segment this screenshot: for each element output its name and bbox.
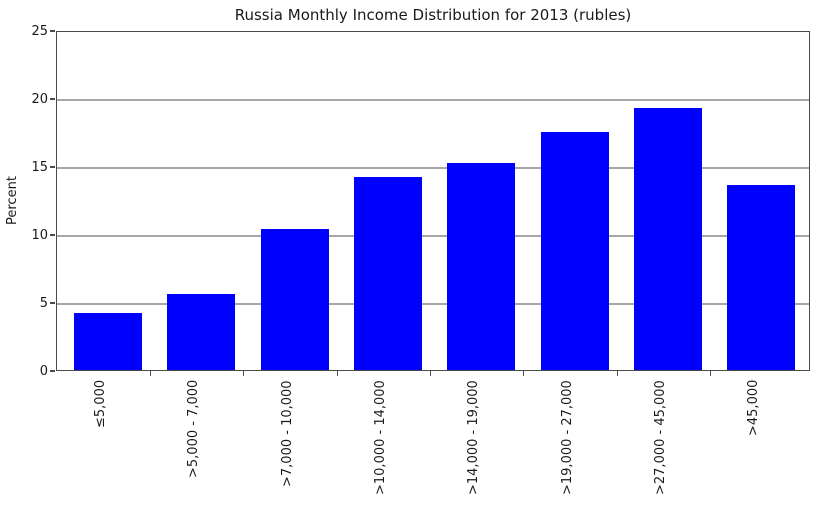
x-tick-label-6: >27,000 - 45,000: [652, 380, 668, 495]
y-tick-mark-0: [50, 370, 55, 372]
y-tick-mark-20: [50, 98, 55, 100]
bar-3: [353, 176, 422, 370]
x-tick-mark-1: [243, 371, 245, 376]
y-tick-label-25: 25: [31, 23, 48, 39]
x-tick-label-2: >7,000 - 10,000: [279, 380, 295, 487]
x-tick-mark-2: [336, 371, 338, 376]
bar-2: [260, 228, 329, 370]
bar-7: [727, 185, 796, 370]
y-tick-mark-5: [50, 302, 55, 304]
x-tick-mark-3: [429, 371, 432, 376]
y-tick-label-5: 5: [39, 295, 48, 311]
bar-5: [540, 132, 609, 370]
x-tick-mark-0: [150, 371, 152, 376]
plot-area: [56, 31, 810, 371]
bar-0: [74, 312, 142, 370]
y-tick-label-10: 10: [31, 227, 48, 243]
x-tick-mark-4: [523, 371, 525, 376]
bar-4: [447, 163, 516, 370]
x-tick-mark-6: [709, 371, 711, 376]
y-tick-mark-25: [50, 30, 55, 32]
x-tick-label-3: >10,000 - 14,000: [372, 380, 388, 495]
y-tick-label-20: 20: [31, 91, 48, 107]
gridline-20: [57, 99, 809, 101]
x-tick-label-0: ≤5,000: [93, 380, 108, 429]
y-tick-label-15: 15: [31, 159, 48, 175]
y-tick-label-0: 0: [39, 363, 48, 379]
y-tick-mark-15: [50, 166, 55, 168]
gridline-15: [57, 167, 809, 169]
x-tick-label-1: >5,000 - 7,000: [186, 380, 202, 479]
chart-title: Russia Monthly Income Distribution for 2…: [234, 6, 632, 24]
x-tick-label-7: >45,000: [746, 380, 762, 437]
x-tick-label-4: >14,000 - 19,000: [466, 380, 482, 495]
gridline-5: [57, 303, 809, 305]
bar-6: [633, 107, 702, 370]
x-tick-label-5: >19,000 - 27,000: [559, 380, 575, 495]
y-tick-mark-10: [50, 234, 55, 236]
x-tick-mark-5: [616, 371, 618, 376]
bar-1: [167, 293, 236, 370]
gridline-10: [57, 235, 809, 237]
